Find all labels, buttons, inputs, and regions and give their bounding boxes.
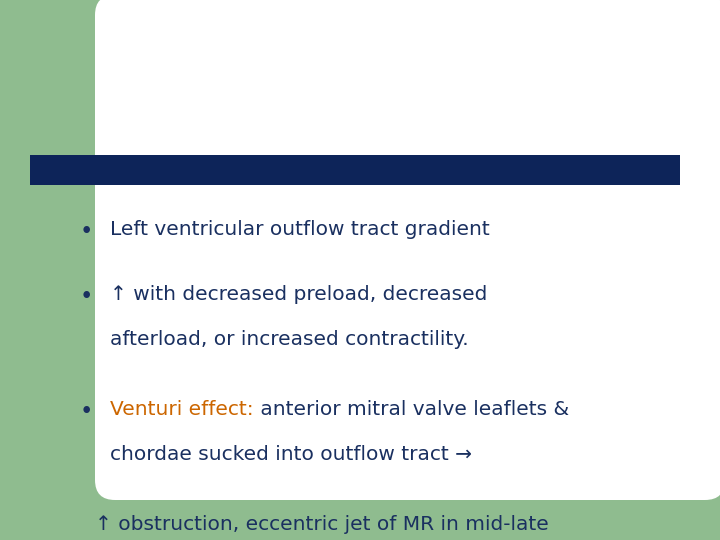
Bar bbox=[115, 80, 705, 480]
Text: Left ventricular outflow tract gradient: Left ventricular outflow tract gradient bbox=[110, 220, 490, 239]
Text: ↑ with decreased preload, decreased: ↑ with decreased preload, decreased bbox=[110, 285, 487, 304]
Bar bbox=[30, 155, 680, 185]
Text: Venturi effect:: Venturi effect: bbox=[110, 400, 253, 419]
Text: •: • bbox=[80, 285, 94, 308]
Bar bbox=[200, 15, 720, 480]
Text: chordae sucked into outflow tract →: chordae sucked into outflow tract → bbox=[110, 445, 472, 464]
Text: anterior mitral valve leaflets &: anterior mitral valve leaflets & bbox=[253, 400, 569, 419]
Text: •: • bbox=[80, 220, 94, 243]
FancyBboxPatch shape bbox=[95, 0, 720, 500]
Text: afterload, or increased contractility.: afterload, or increased contractility. bbox=[110, 330, 469, 349]
Text: •: • bbox=[80, 400, 94, 423]
Text: ↑ obstruction, eccentric jet of MR in mid-late: ↑ obstruction, eccentric jet of MR in mi… bbox=[95, 515, 549, 534]
